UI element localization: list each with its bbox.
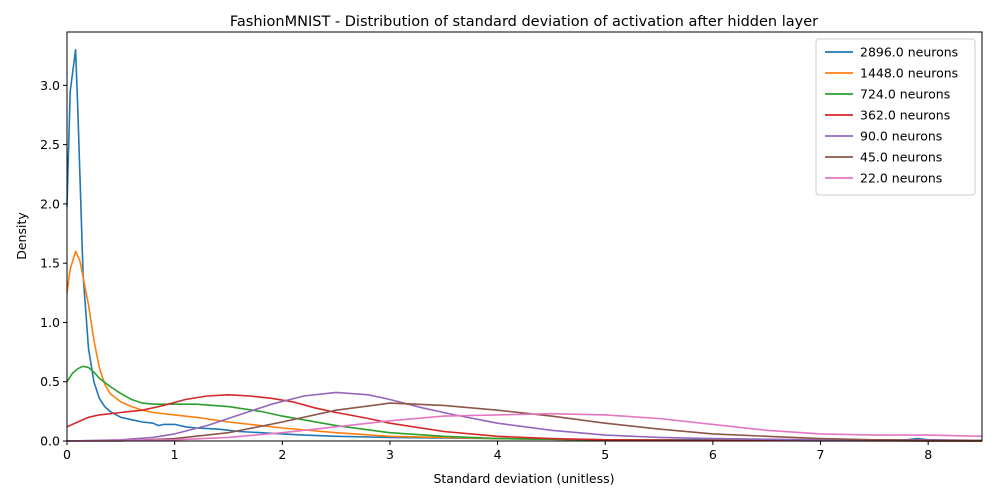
x-axis-label: Standard deviation (unitless): [433, 471, 614, 486]
plot-frame: [66, 31, 983, 442]
legend-label-2: 724.0 neurons: [860, 87, 950, 102]
series-line-5: [67, 402, 983, 442]
series-layer: [66, 48, 983, 442]
legend-label-5: 45.0 neurons: [860, 150, 942, 165]
x-tick-label-8: 8: [924, 447, 932, 462]
series-line-6: [66, 412, 983, 442]
y-tick-label-4: 2.0: [40, 196, 60, 211]
y-tick-label-6: 3.0: [40, 78, 60, 93]
x-axis-ticks: 0 1 2 3 4 5 6 7 8: [63, 441, 932, 462]
y-tick-label-5: 2.5: [40, 137, 60, 152]
x-tick-label-7: 7: [817, 447, 825, 462]
legend-label-3: 362.0 neurons: [860, 108, 950, 123]
x-tick-label-0: 0: [63, 447, 71, 462]
legend: 2896.0 neurons 1448.0 neurons 724.0 neuron…: [815, 38, 976, 196]
legend-box: [815, 38, 976, 196]
y-tick-label-3: 1.5: [40, 256, 60, 271]
x-tick-label-5: 5: [601, 447, 609, 462]
legend-label-4: 90.0 neurons: [860, 129, 942, 144]
y-tick-label-2: 1.0: [40, 315, 60, 330]
y-tick-label-1: 0.5: [40, 374, 60, 389]
x-tick-label-3: 3: [386, 447, 394, 462]
series-line-3: [66, 393, 983, 442]
y-axis-ticks: 0.0 0.5 1.0 1.5 2.0 2.5 3.0: [40, 78, 67, 449]
x-tick-label-4: 4: [494, 447, 502, 462]
y-tick-label-0: 0.0: [40, 434, 60, 449]
y-axis-label: Density: [14, 212, 29, 260]
legend-label-0: 2896.0 neurons: [860, 45, 958, 60]
x-tick-label-1: 1: [171, 447, 179, 462]
x-tick-label-6: 6: [709, 447, 717, 462]
series-line-4: [66, 391, 983, 442]
legend-label-6: 22.0 neurons: [860, 171, 942, 186]
chart-title: FashionMNIST - Distribution of standard …: [230, 14, 818, 30]
legend-label-1: 1448.0 neurons: [860, 66, 958, 81]
x-tick-label-2: 2: [278, 447, 286, 462]
